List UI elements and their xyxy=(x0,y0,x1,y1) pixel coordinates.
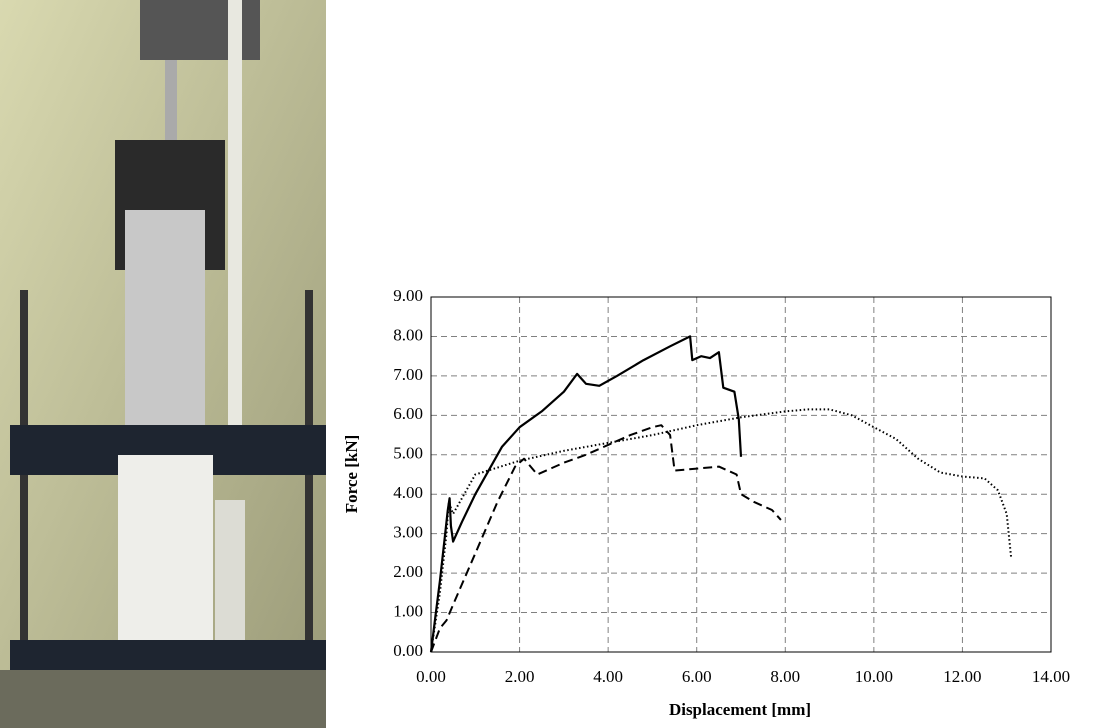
x-tick-label: 2.00 xyxy=(505,667,535,686)
pipe xyxy=(228,0,242,470)
chart: Displacement [mm] Force [kN] 0.00 1.00 2.0… xyxy=(342,286,1070,719)
photo xyxy=(0,0,326,728)
plot-frame xyxy=(430,296,1052,653)
y-tick-label: 2.00 xyxy=(393,562,423,581)
y-tick-label: 6.00 xyxy=(393,404,423,423)
y-tick-label: 5.00 xyxy=(393,444,423,463)
y-axis-label: Force [kN] xyxy=(342,435,361,514)
x-tick-label: 10.00 xyxy=(855,667,893,686)
threaded-rod xyxy=(20,290,28,670)
y-tick-label: 9.00 xyxy=(393,286,423,305)
series-line xyxy=(430,408,1013,653)
x-tick-label: 12.00 xyxy=(943,667,981,686)
socket xyxy=(215,500,245,650)
floor xyxy=(0,670,326,728)
series-line xyxy=(429,335,743,653)
x-tick-label: 6.00 xyxy=(682,667,712,686)
x-tick-label: 14.00 xyxy=(1032,667,1070,686)
y-tick-label: 1.00 xyxy=(393,601,423,620)
y-tick-label: 4.00 xyxy=(393,483,423,502)
y-tick-label: 7.00 xyxy=(393,365,423,384)
x-tick-label: 0.00 xyxy=(416,667,446,686)
x-tick-label: 4.00 xyxy=(593,667,623,686)
y-tick-label: 3.00 xyxy=(393,523,423,542)
series-line xyxy=(430,424,782,653)
x-tick-label: 8.00 xyxy=(770,667,800,686)
y-tick-label: 8.00 xyxy=(393,325,423,344)
x-axis-label: Displacement [mm] xyxy=(669,700,811,719)
threaded-rod xyxy=(305,290,313,670)
rod xyxy=(165,60,177,160)
y-tick-label: 0.00 xyxy=(393,641,423,660)
specimen-bars xyxy=(125,210,205,440)
bottom-plate xyxy=(10,640,326,670)
concrete-block xyxy=(118,455,213,650)
